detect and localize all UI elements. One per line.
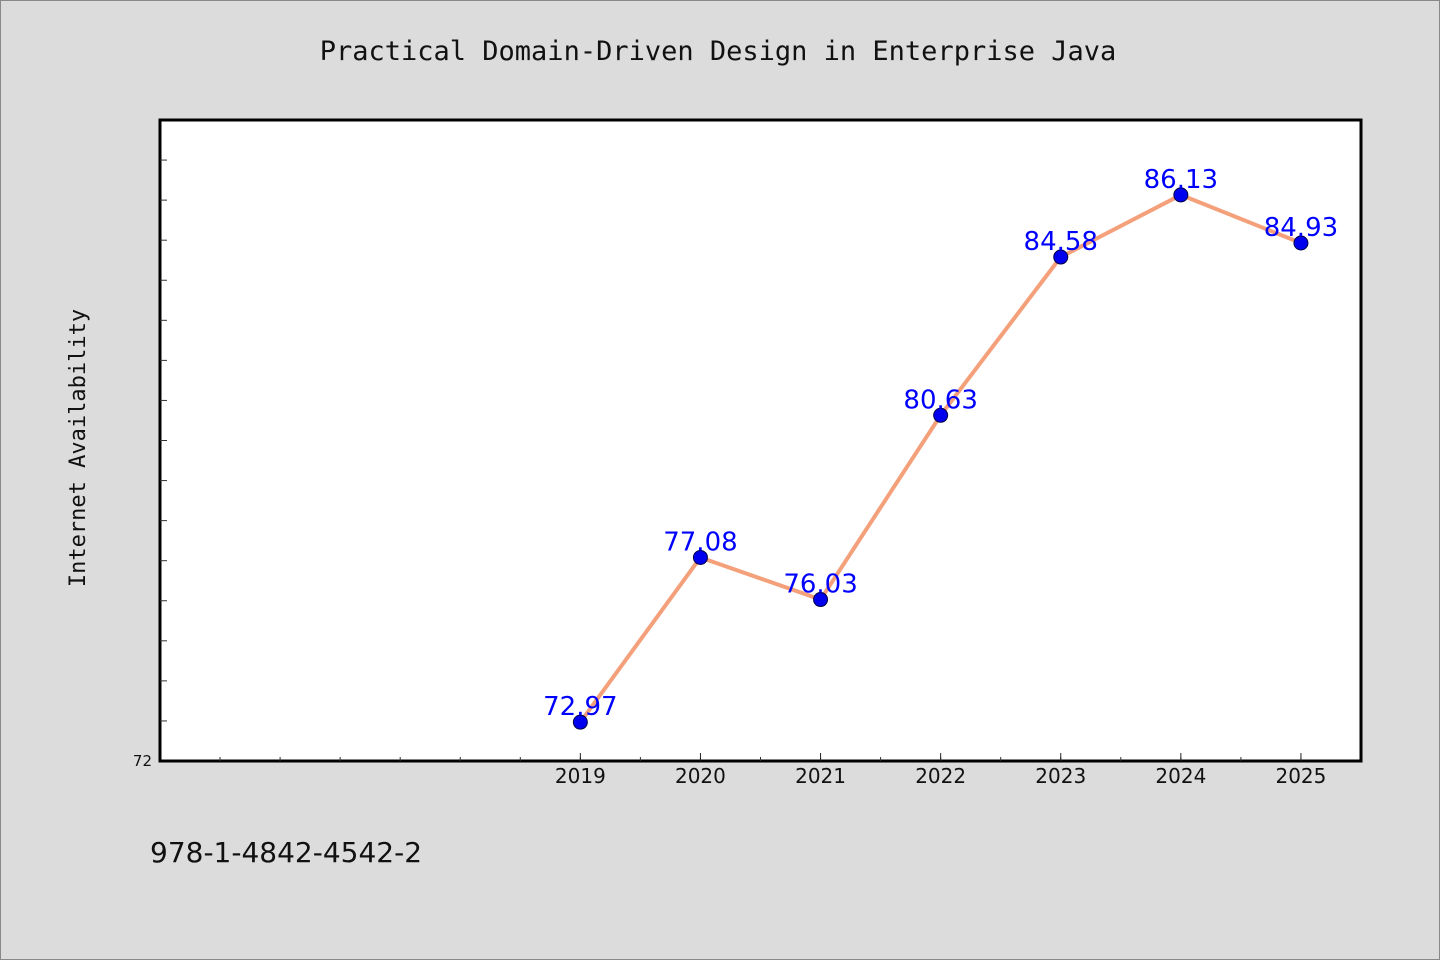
y-axis-label: Internet Availability bbox=[66, 309, 91, 587]
series-markers bbox=[572, 187, 1309, 730]
chart-title: Practical Domain-Driven Design in Enterp… bbox=[320, 36, 1117, 67]
data-point bbox=[1173, 187, 1189, 203]
data-label: 80.63 bbox=[903, 385, 977, 415]
x-tick-label: 2021 bbox=[795, 764, 846, 788]
isbn-text: 978-1-4842-4542-2 bbox=[150, 836, 422, 869]
data-label: 84.93 bbox=[1264, 213, 1338, 243]
plot-area bbox=[158, 118, 1363, 763]
data-label: 72.97 bbox=[543, 692, 617, 722]
data-point bbox=[1293, 235, 1309, 251]
data-labels: 72.97 77.08 76.03 80.63 84.58 86.13 84.93 bbox=[543, 165, 1338, 722]
data-point bbox=[1053, 249, 1069, 265]
data-point bbox=[692, 549, 708, 565]
x-tick-label: 2019 bbox=[555, 764, 606, 788]
x-minor-ticks bbox=[219, 753, 1302, 761]
x-tick-label: 2020 bbox=[675, 764, 726, 788]
x-tick-label: 2022 bbox=[915, 764, 966, 788]
data-label: 77.08 bbox=[663, 527, 737, 557]
x-tick-label: 2025 bbox=[1275, 764, 1326, 788]
y-tick-label: 72 bbox=[133, 752, 152, 770]
data-label: 86.13 bbox=[1144, 165, 1218, 195]
y-tick-labels: 72 bbox=[133, 752, 152, 770]
data-point bbox=[813, 592, 829, 608]
x-tick-label: 2024 bbox=[1155, 764, 1206, 788]
x-tick-label: 2023 bbox=[1035, 764, 1086, 788]
data-point bbox=[933, 407, 949, 423]
data-point bbox=[572, 714, 588, 730]
data-label: 84.58 bbox=[1024, 227, 1098, 257]
y-minor-ticks bbox=[160, 159, 167, 722]
x-tick-labels: 2019 2020 2021 2022 2023 2024 2025 bbox=[555, 764, 1327, 788]
data-label: 76.03 bbox=[783, 570, 857, 600]
